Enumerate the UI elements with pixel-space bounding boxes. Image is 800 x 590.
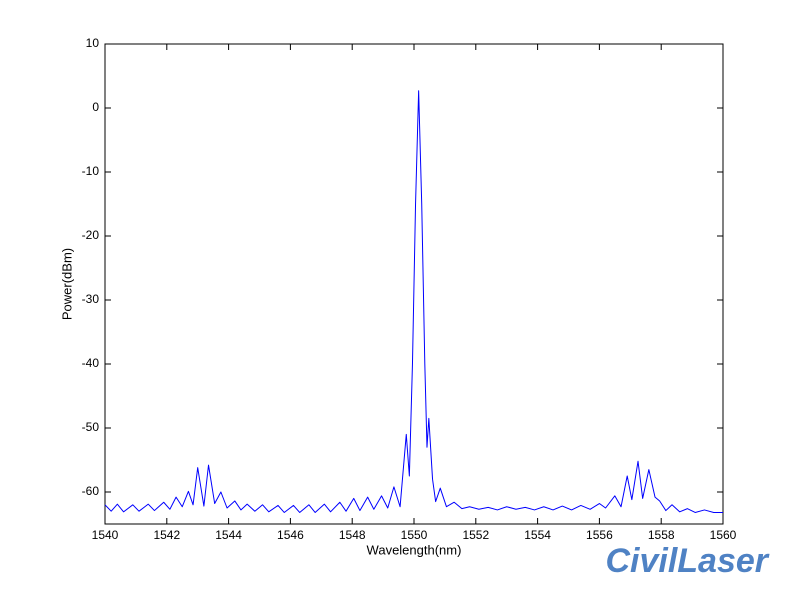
y-tick-label: -20 — [82, 228, 100, 242]
y-axis-label: Power(dBm) — [59, 248, 74, 320]
y-tick-label: -60 — [82, 484, 100, 498]
x-tick-label: 1542 — [153, 528, 180, 542]
x-tick-label: 1556 — [586, 528, 613, 542]
x-tick-label: 1552 — [462, 528, 489, 542]
x-axis-label: Wavelength(nm) — [367, 542, 462, 557]
y-tick-label: -40 — [82, 356, 100, 370]
x-tick-label: 1560 — [710, 528, 737, 542]
spectrum-line — [104, 90, 723, 513]
x-tick-label: 1546 — [277, 528, 304, 542]
x-tick-label: 1548 — [339, 528, 366, 542]
x-tick-label: 1544 — [215, 528, 242, 542]
x-tick-label: 1558 — [648, 528, 675, 542]
y-tick-label: 0 — [92, 100, 99, 114]
y-tick-label: 10 — [86, 36, 100, 50]
x-tick-label: 1554 — [524, 528, 551, 542]
x-tick-label: 1550 — [401, 528, 428, 542]
y-tick-label: -30 — [82, 292, 100, 306]
y-tick-label: -10 — [82, 164, 100, 178]
watermark: CivilLaser — [605, 542, 769, 580]
y-tick-label: -50 — [82, 420, 100, 434]
x-tick-label: 1540 — [92, 528, 119, 542]
